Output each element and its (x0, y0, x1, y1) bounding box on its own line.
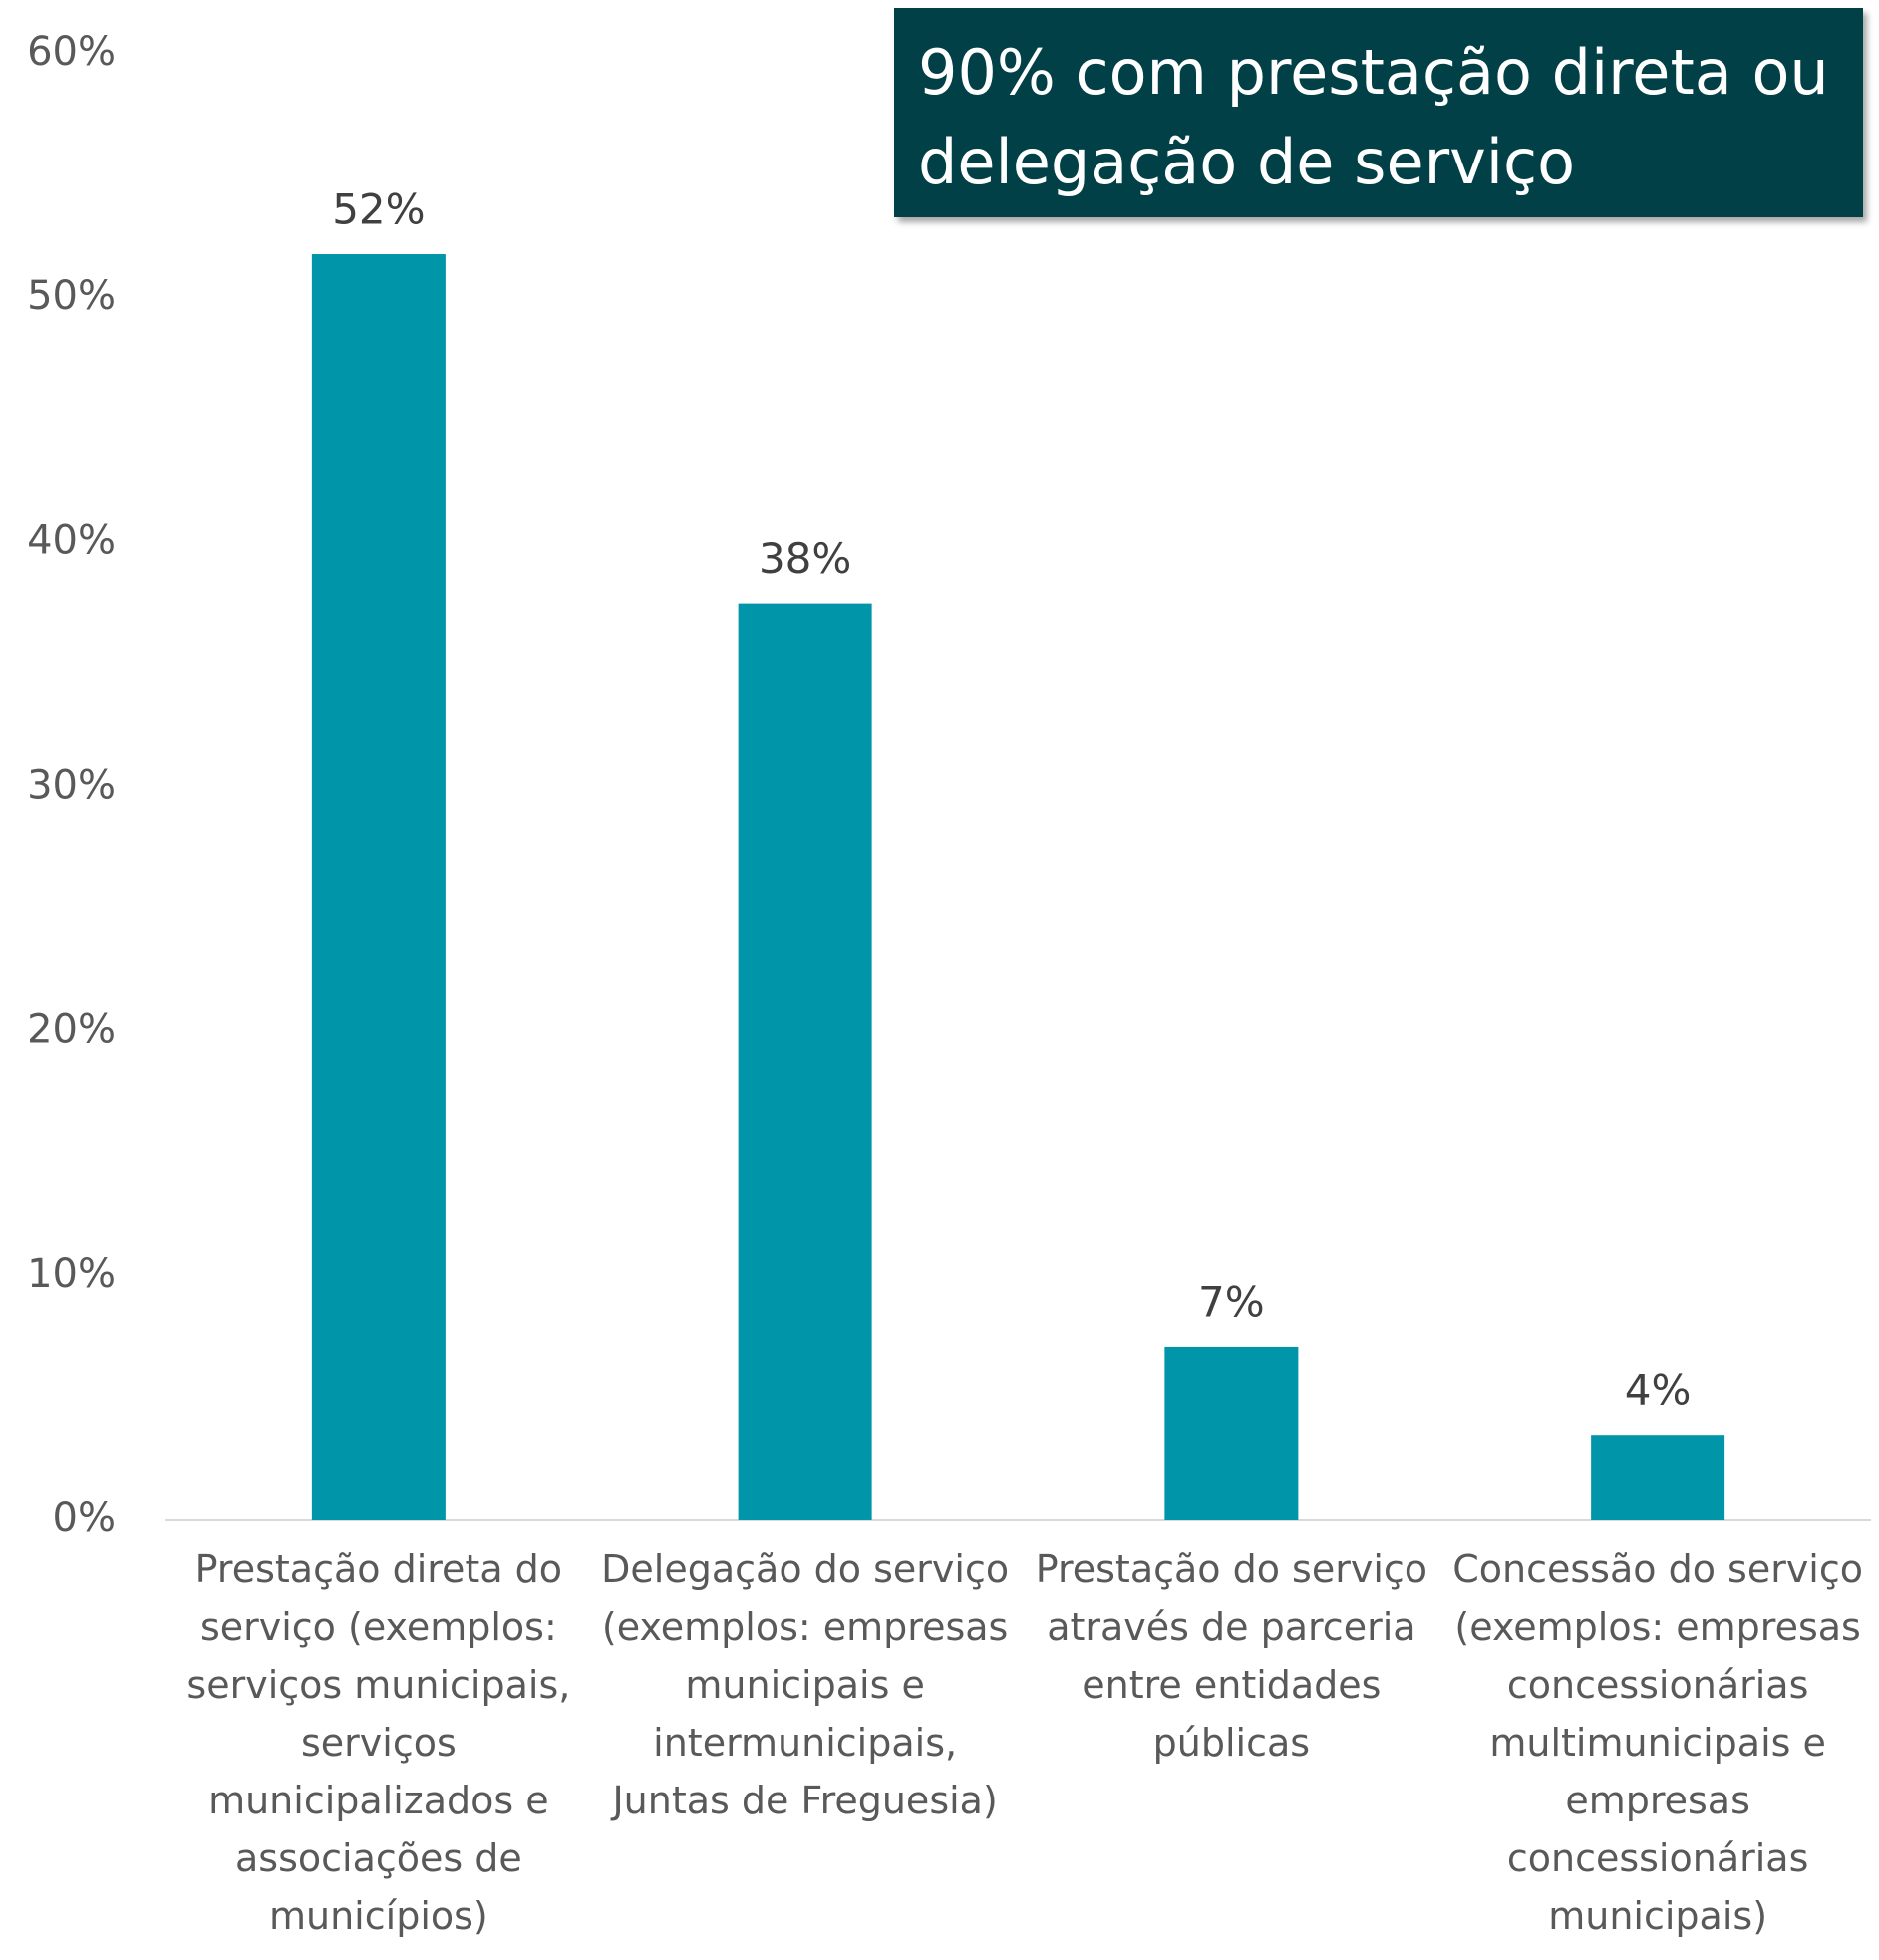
bar (738, 603, 872, 1520)
bar (311, 254, 446, 1521)
x-tick-label: Concessão do serviço (exemplos: empresas… (1452, 1547, 1864, 1938)
y-tick-label: 0% (53, 1495, 116, 1541)
data-label: 52% (332, 185, 425, 234)
y-tick-label: 50% (27, 273, 116, 319)
y-tick-label: 30% (27, 763, 116, 809)
x-tick-label: Prestação direta do serviço (exemplos: s… (186, 1547, 571, 1938)
data-label: 7% (1198, 1277, 1265, 1326)
annotation: 90% com prestação direta ou delegação de… (894, 8, 1863, 217)
x-tick-label: Delegação do serviço (exemplos: empresas… (601, 1547, 1010, 1822)
data-label: 4% (1625, 1366, 1692, 1415)
y-tick-label: 40% (27, 517, 116, 563)
bar (1164, 1346, 1299, 1520)
y-tick-label: 20% (27, 1007, 116, 1053)
y-tick-label: 10% (27, 1251, 116, 1297)
x-tick-label: Prestação do serviço através de parceria… (1035, 1547, 1428, 1765)
y-tick-label: 60% (27, 29, 116, 75)
bar (1591, 1435, 1725, 1520)
data-label: 38% (759, 534, 851, 583)
